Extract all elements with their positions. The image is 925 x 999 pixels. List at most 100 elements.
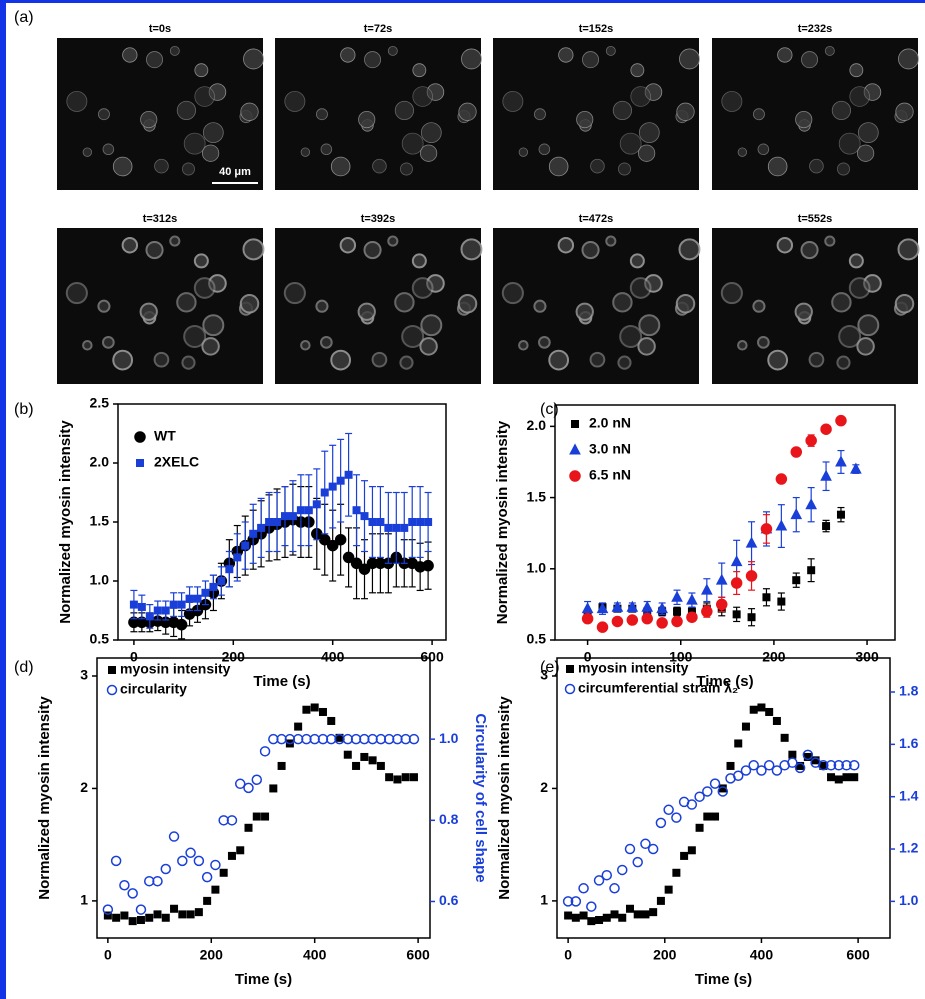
marker [833, 760, 845, 771]
cell [619, 132, 642, 155]
series [581, 414, 847, 633]
marker [805, 434, 817, 447]
cell [857, 122, 879, 144]
marker [310, 703, 319, 712]
cell [675, 293, 696, 314]
legend-label: circularity [120, 681, 187, 697]
marker [802, 749, 814, 761]
marker [672, 868, 681, 877]
marker [177, 600, 186, 609]
cell [330, 156, 351, 177]
marker [835, 455, 847, 467]
marker [602, 913, 611, 922]
marker [210, 859, 221, 871]
cell [838, 132, 861, 155]
marker [818, 760, 829, 771]
y-tick-label: 1.0 [527, 559, 547, 575]
cell [242, 238, 265, 261]
cell [538, 143, 551, 156]
marker [611, 615, 624, 628]
cell [898, 48, 919, 70]
image-title: t=0s [149, 23, 171, 35]
marker [740, 765, 752, 776]
marker [718, 784, 727, 793]
cell [239, 293, 260, 314]
cell [112, 349, 134, 371]
y-axis-label: Normalized myosin intensity [496, 696, 513, 900]
y-axis-label: Normalized myosin intensity [36, 696, 53, 900]
y-tick-label: 2.0 [90, 454, 110, 470]
cell [809, 158, 824, 174]
cell [767, 156, 788, 177]
legend-marker [569, 470, 581, 482]
marker [103, 911, 112, 920]
cell [243, 48, 264, 70]
cell [401, 325, 425, 349]
marker [587, 917, 596, 926]
marker [342, 551, 355, 564]
marker [294, 722, 303, 731]
marker [127, 888, 138, 899]
cell [183, 132, 206, 155]
cell [849, 63, 864, 78]
marker [656, 602, 668, 614]
marker [252, 812, 261, 821]
cell [849, 86, 870, 107]
cell [895, 102, 914, 121]
x-tick-label: 400 [303, 947, 327, 963]
cell [300, 147, 311, 157]
cell [201, 337, 220, 356]
marker [571, 913, 580, 922]
marker [834, 775, 843, 784]
cell [856, 144, 875, 162]
marker [120, 911, 129, 920]
chart: 0 100 200 300 0.5 1.0 1.5 2.0 Time (s) Normalized… [494, 404, 896, 690]
marker [703, 812, 712, 821]
marker [673, 607, 682, 616]
cell [139, 302, 158, 321]
y-tick-label: 2 [540, 779, 548, 795]
marker [360, 512, 369, 521]
marker [288, 512, 297, 521]
cell [183, 325, 207, 349]
marker [730, 555, 743, 567]
legend-item: WT [134, 428, 176, 444]
legend-label: myosin intensity [578, 660, 689, 676]
marker [702, 786, 713, 797]
marker [400, 523, 409, 532]
cell [419, 337, 438, 356]
cell [824, 45, 835, 56]
marker [625, 904, 634, 913]
legend-label: 2XELC [154, 454, 199, 470]
image-title: t=152s [579, 23, 614, 35]
cell [420, 122, 442, 144]
marker [368, 518, 377, 526]
marker [302, 705, 311, 714]
cell [617, 355, 632, 370]
marker [352, 761, 361, 770]
marker [110, 855, 122, 867]
legend-marker [571, 420, 579, 428]
marker [251, 774, 263, 785]
cell [457, 293, 478, 314]
marker [686, 799, 698, 810]
marker [749, 705, 758, 714]
cell [720, 281, 743, 305]
cell [122, 47, 138, 63]
panel-label: (e) [540, 659, 560, 676]
marker [408, 518, 417, 526]
y-tick-label: 3 [540, 667, 548, 683]
marker [805, 498, 817, 510]
cell [181, 162, 195, 176]
marker [656, 617, 668, 629]
marker [595, 916, 604, 925]
marker [259, 746, 271, 757]
marker [745, 570, 758, 582]
cell [169, 235, 181, 247]
legend-label: 3.0 nN [589, 441, 631, 457]
marker [280, 512, 289, 521]
marker [193, 855, 205, 867]
marker [790, 508, 803, 520]
x-tick-label: 200 [653, 947, 677, 963]
marker [771, 765, 783, 776]
